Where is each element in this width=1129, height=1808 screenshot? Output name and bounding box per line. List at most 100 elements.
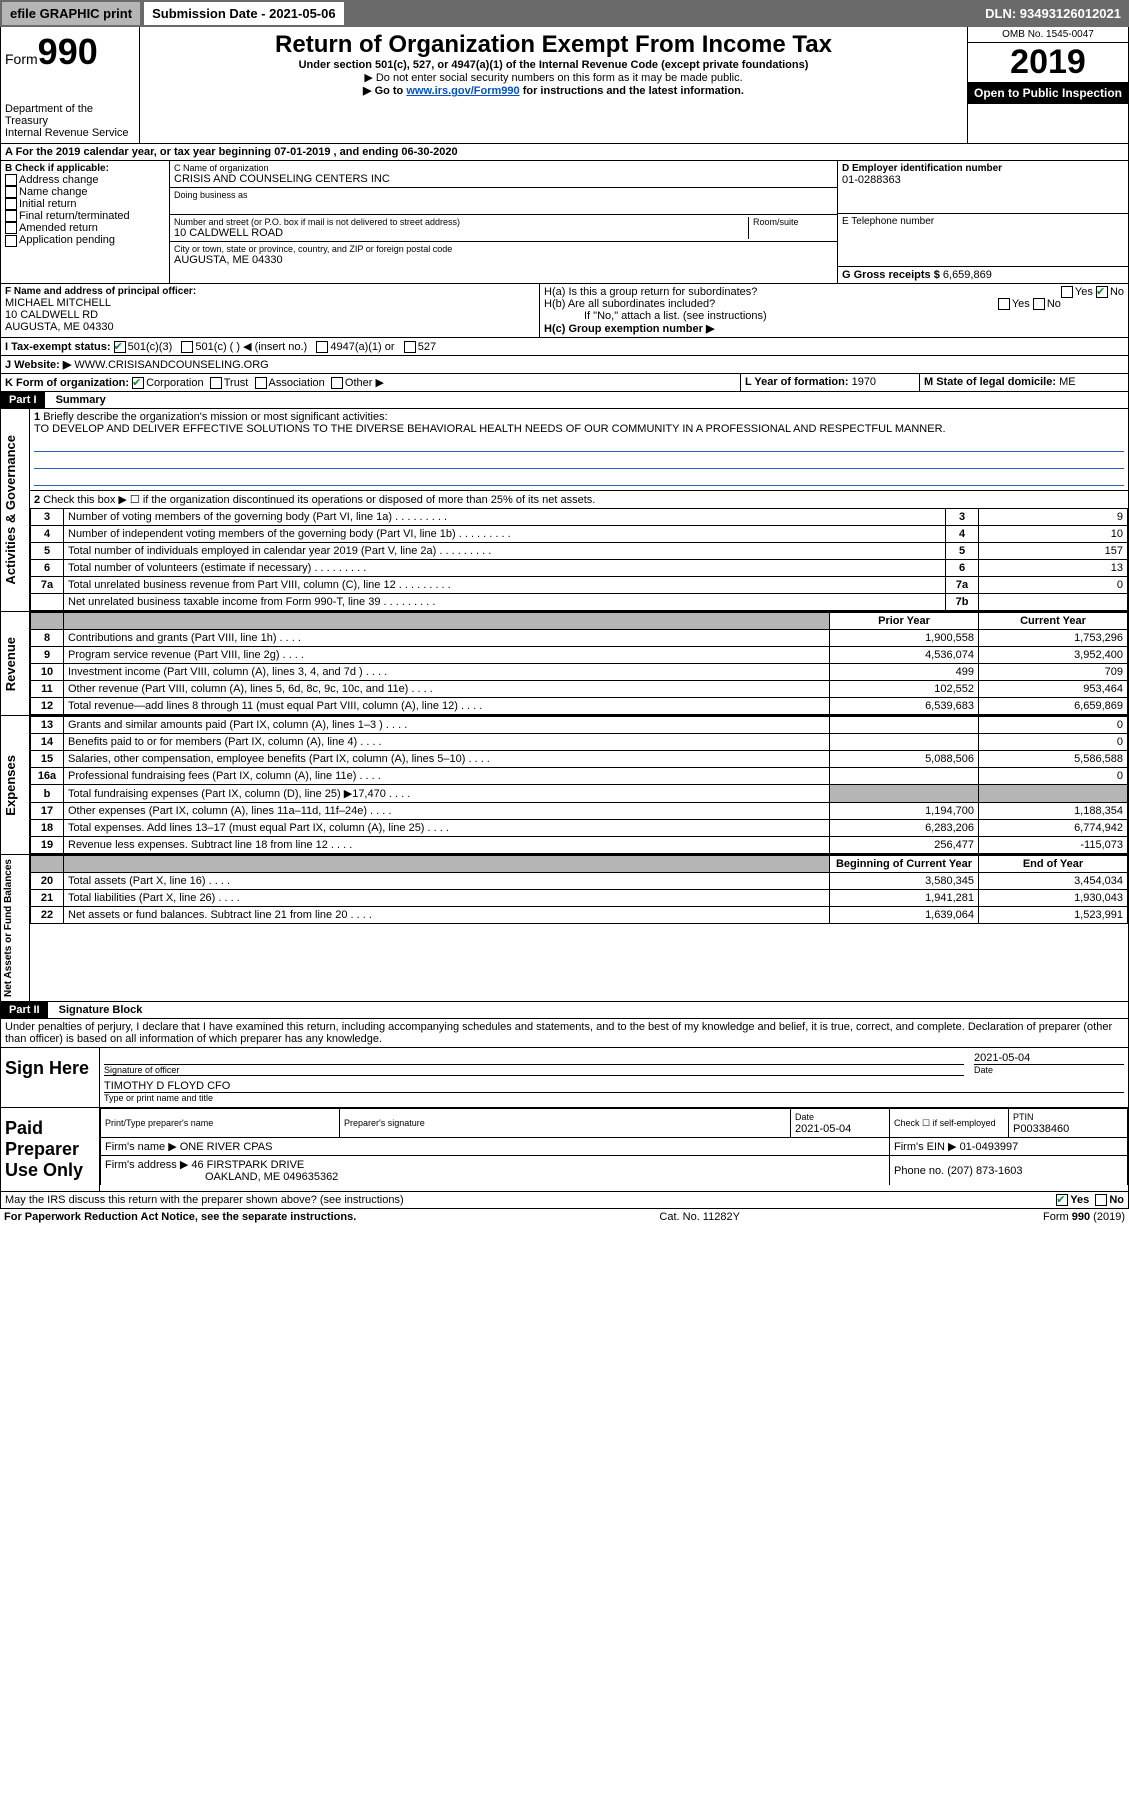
- exp-table: 13Grants and similar amounts paid (Part …: [30, 716, 1128, 854]
- no-label3: No: [1109, 1194, 1124, 1206]
- footer: For Paperwork Reduction Act Notice, see …: [0, 1209, 1129, 1225]
- check-other[interactable]: [331, 377, 343, 389]
- m-label: M State of legal domicile:: [924, 376, 1056, 388]
- h-a: H(a) Is this a group return for subordin…: [544, 286, 1124, 298]
- discuss-no[interactable]: [1095, 1194, 1107, 1206]
- opt-name: Name change: [19, 186, 88, 198]
- footer-right: Form 990 (2019): [1043, 1211, 1125, 1223]
- firm-ein-label: Firm's EIN ▶: [894, 1141, 957, 1153]
- g-gross-label: G Gross receipts $: [842, 269, 940, 281]
- gov-table: 3Number of voting members of the governi…: [30, 508, 1128, 611]
- dba-label: Doing business as: [174, 190, 833, 200]
- opt-amended: Amended return: [19, 222, 98, 234]
- ptin: P00338460: [1013, 1123, 1069, 1135]
- opt-initial: Initial return: [19, 198, 76, 210]
- j-label: J Website: ▶: [5, 359, 71, 371]
- form-label: Form: [5, 51, 38, 67]
- check-name[interactable]: [5, 186, 17, 198]
- yes-label: Yes: [1075, 286, 1093, 298]
- officer-sig-name: TIMOTHY D FLOYD CFO: [104, 1080, 1124, 1092]
- sign-here: Sign Here: [1, 1048, 100, 1107]
- check-initial[interactable]: [5, 198, 17, 210]
- irs-label: Internal Revenue Service: [5, 127, 135, 139]
- irs-link[interactable]: www.irs.gov/Form990: [406, 85, 519, 97]
- opt-501c3: 501(c)(3): [128, 341, 173, 353]
- prep-sig-label: Preparer's signature: [344, 1118, 425, 1128]
- opt-final: Final return/terminated: [19, 210, 130, 222]
- form-title: Return of Organization Exempt From Incom…: [144, 31, 963, 59]
- tax-year: 2019: [968, 43, 1128, 82]
- hb-yes[interactable]: [998, 298, 1010, 310]
- h-c: H(c) Group exemption number ▶: [544, 322, 1124, 335]
- ha-no[interactable]: [1096, 286, 1108, 298]
- opt-other: Other ▶: [345, 377, 384, 389]
- open-public: Open to Public Inspection: [968, 82, 1128, 104]
- check-amended[interactable]: [5, 222, 17, 234]
- f-label: F Name and address of principal officer:: [5, 286, 535, 297]
- net-table: Beginning of Current YearEnd of Year20To…: [30, 855, 1128, 924]
- q1: Briefly describe the organization's miss…: [43, 411, 387, 423]
- date-label: Date: [974, 1064, 1124, 1075]
- org-address: 10 CALDWELL ROAD: [174, 227, 748, 239]
- q2: Check this box ▶ ☐ if the organization d…: [43, 494, 595, 506]
- ptin-label: PTIN: [1013, 1112, 1034, 1122]
- check-final[interactable]: [5, 210, 17, 222]
- no-label: No: [1110, 286, 1124, 298]
- section-b-label: B Check if applicable:: [5, 163, 165, 174]
- firm-city: OAKLAND, ME 049635362: [105, 1171, 338, 1183]
- prep-date-label: Date: [795, 1112, 814, 1122]
- l-label: L Year of formation:: [745, 376, 849, 388]
- paid-preparer: Paid Preparer Use Only: [1, 1108, 100, 1191]
- dept-treasury: Department of the Treasury: [5, 103, 135, 127]
- room-label: Room/suite: [753, 217, 833, 227]
- part-i-title: Summary: [48, 394, 106, 406]
- city-label: City or town, state or province, country…: [174, 244, 833, 254]
- label-expenses: Expenses: [1, 751, 20, 820]
- check-pending[interactable]: [5, 235, 17, 247]
- check-corp[interactable]: [132, 377, 144, 389]
- discuss-yes[interactable]: [1056, 1194, 1068, 1206]
- line-a: A For the 2019 calendar year, or tax yea…: [1, 144, 462, 160]
- opt-assoc: Association: [269, 377, 325, 389]
- org-city: AUGUSTA, ME 04330: [174, 254, 833, 266]
- footer-left: For Paperwork Reduction Act Notice, see …: [4, 1211, 356, 1223]
- e-tel-label: E Telephone number: [842, 216, 1124, 227]
- section-fh: F Name and address of principal officer:…: [0, 284, 1129, 338]
- form-header: Form990 Department of the Treasury Inter…: [0, 27, 1129, 144]
- sig-officer-label: Signature of officer: [104, 1064, 964, 1075]
- check-assoc[interactable]: [255, 377, 267, 389]
- ruled-line: [34, 471, 1124, 486]
- opt-501c: 501(c) ( ) ◀ (insert no.): [195, 341, 307, 353]
- yes-label2: Yes: [1012, 298, 1030, 310]
- firm-addr: 46 FIRSTPARK DRIVE: [191, 1159, 304, 1171]
- year-formation: 1970: [852, 376, 876, 388]
- org-name: CRISIS AND COUNSELING CENTERS INC: [174, 173, 833, 185]
- form-990: 990: [38, 31, 98, 72]
- ha-yes[interactable]: [1061, 286, 1073, 298]
- hb-no[interactable]: [1033, 298, 1045, 310]
- rev-table: Prior YearCurrent Year8Contributions and…: [30, 612, 1128, 715]
- note-ssn: ▶ Do not enter social security numbers o…: [144, 71, 963, 84]
- check-501c[interactable]: [181, 341, 193, 353]
- check-trust[interactable]: [210, 377, 222, 389]
- sign-here-block: Sign Here Signature of officer 2021-05-0…: [0, 1048, 1129, 1108]
- hb-note: If "No," attach a list. (see instruction…: [544, 310, 1124, 322]
- website: WWW.CRISISANDCOUNSELING.ORG: [74, 359, 268, 371]
- ruled-line: [34, 454, 1124, 469]
- check-address[interactable]: [5, 174, 17, 186]
- phone-label: Phone no.: [894, 1165, 944, 1177]
- footer-center: Cat. No. 11282Y: [659, 1211, 740, 1223]
- check-501c3[interactable]: [114, 341, 126, 353]
- paid-preparer-block: Paid Preparer Use Only Print/Type prepar…: [0, 1108, 1129, 1192]
- firm-ein: 01-0493997: [960, 1141, 1019, 1153]
- label-activities: Activities & Governance: [1, 431, 20, 589]
- check-4947[interactable]: [316, 341, 328, 353]
- opt-4947: 4947(a)(1) or: [330, 341, 394, 353]
- part-ii-header: Part II: [1, 1002, 48, 1018]
- check-527[interactable]: [404, 341, 416, 353]
- efile-label[interactable]: efile GRAPHIC print: [2, 2, 140, 25]
- d-ein-label: D Employer identification number: [842, 163, 1124, 174]
- form-subtitle: Under section 501(c), 527, or 4947(a)(1)…: [144, 59, 963, 71]
- part-i-header: Part I: [1, 392, 45, 408]
- firm-name-label: Firm's name ▶: [105, 1141, 177, 1153]
